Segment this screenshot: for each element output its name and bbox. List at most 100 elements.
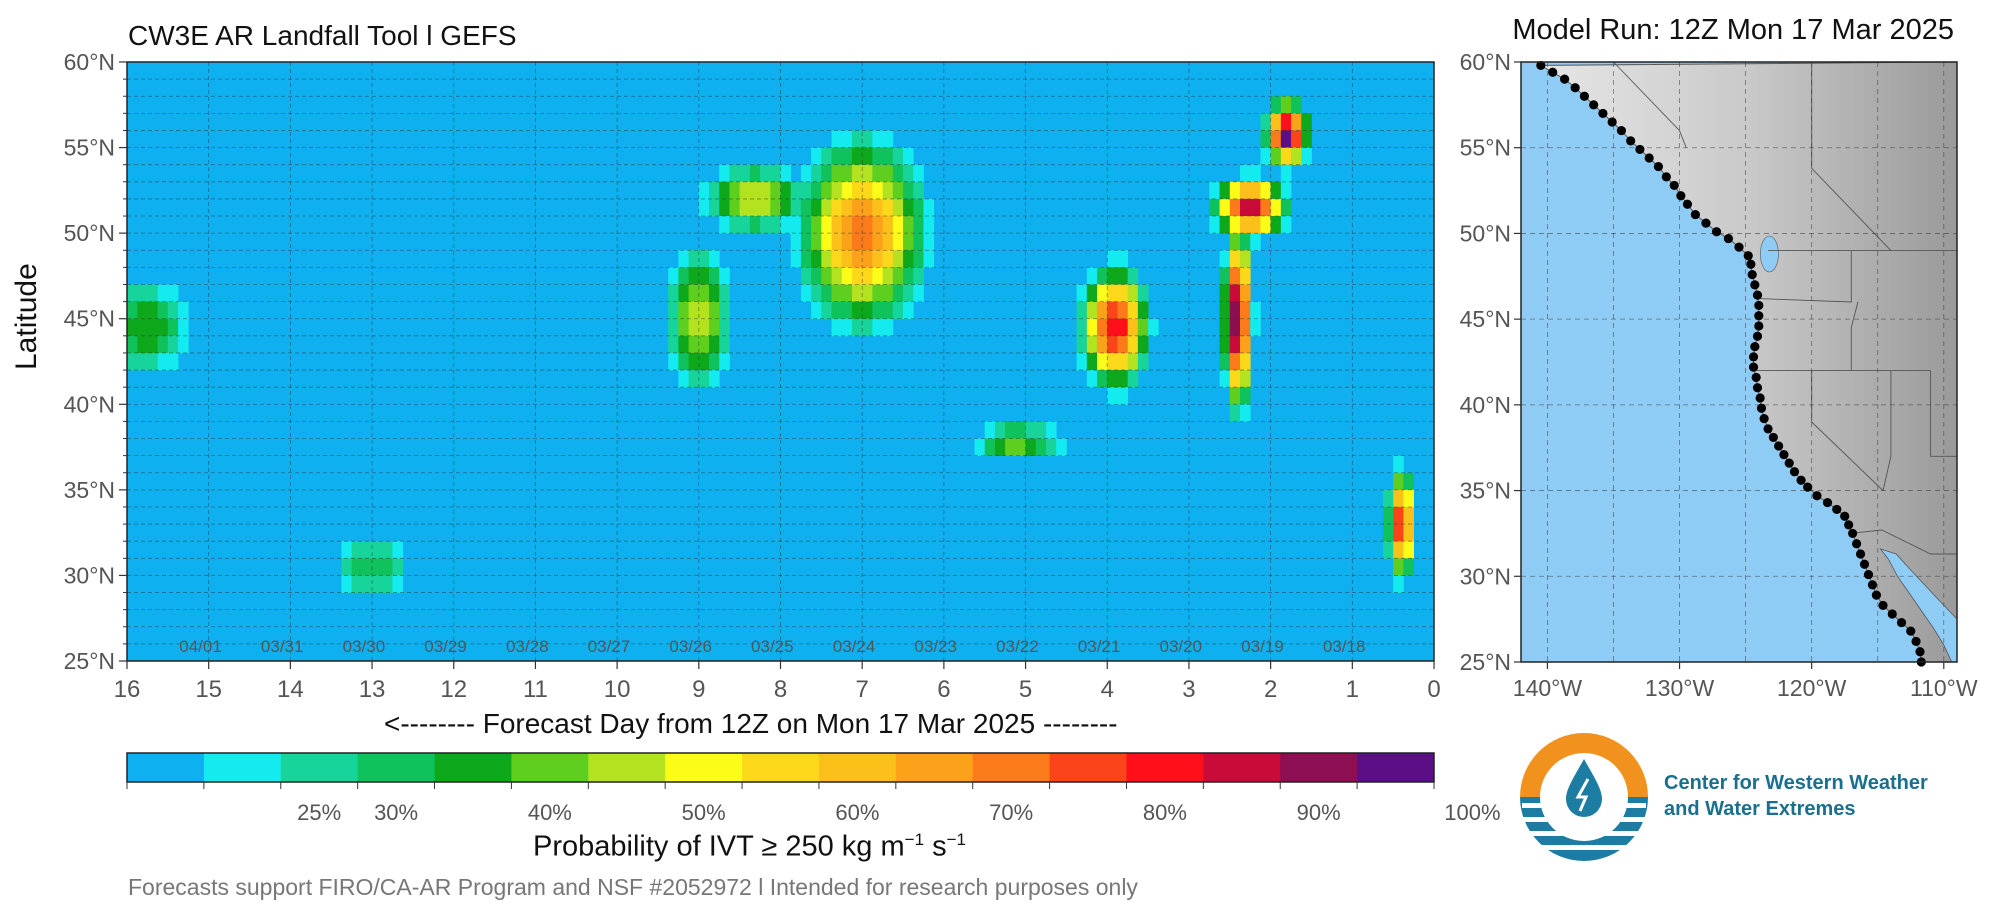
heatmap-cell bbox=[1250, 216, 1261, 234]
heatmap-cell bbox=[167, 318, 179, 337]
heatmap-cell bbox=[1229, 216, 1241, 234]
colorbar-title-exp2: −1 bbox=[946, 830, 966, 849]
heatmap-cell bbox=[1291, 147, 1302, 166]
heatmap-cell bbox=[841, 267, 853, 285]
heatmap-cell bbox=[1250, 164, 1261, 183]
heatmap-cell bbox=[1239, 198, 1251, 217]
heatmap-cell bbox=[1229, 233, 1241, 251]
heatmap-cell bbox=[668, 335, 679, 354]
heatmap-cell bbox=[892, 198, 904, 217]
colorbar-swatch bbox=[280, 753, 359, 782]
heatmap-cell bbox=[821, 233, 832, 251]
heatmap-cell bbox=[1280, 198, 1292, 217]
logo-line-1: Center for Western Weather bbox=[1664, 772, 1928, 794]
heatmap-cell bbox=[392, 575, 404, 593]
heatmap-cell bbox=[882, 147, 894, 166]
heatmap-cell bbox=[821, 164, 832, 183]
map-border-line bbox=[1758, 250, 1852, 303]
heatmap-cell bbox=[1270, 147, 1282, 166]
heatmap-cell bbox=[1107, 267, 1118, 285]
map-border-line bbox=[1882, 370, 1892, 491]
heatmap-cell bbox=[872, 216, 884, 234]
y-tick-label: 30°N bbox=[64, 562, 115, 588]
heatmap-cell bbox=[1393, 472, 1404, 491]
heatmap-cell bbox=[821, 284, 832, 302]
heatmap-cell bbox=[382, 541, 393, 559]
landfall-point bbox=[1750, 341, 1760, 352]
heatmap-cell bbox=[1229, 335, 1241, 354]
landfall-point bbox=[1635, 144, 1645, 155]
date-label: 03/29 bbox=[424, 637, 467, 656]
heatmap-cell bbox=[1301, 130, 1312, 148]
heatmap-cell bbox=[688, 318, 700, 337]
heatmap-cell bbox=[1137, 318, 1149, 337]
heatmap-cell bbox=[851, 130, 863, 148]
heatmap-cell bbox=[1107, 301, 1118, 320]
heatmap-cell bbox=[800, 233, 812, 251]
heatmap-cell bbox=[862, 267, 873, 285]
heatmap-cell bbox=[167, 301, 179, 320]
heatmap-cell bbox=[994, 438, 1006, 457]
heatmap-cell bbox=[913, 216, 924, 234]
y-tick-label: 45°N bbox=[64, 306, 115, 332]
heatmap-cell bbox=[1097, 335, 1108, 354]
heatmap-cell bbox=[800, 181, 812, 200]
heatmap-cell bbox=[851, 233, 863, 251]
heatmap-cell bbox=[1239, 370, 1251, 388]
heatmap-cell bbox=[1229, 284, 1241, 302]
heatmap-cell bbox=[892, 250, 904, 268]
heatmap-cell bbox=[749, 181, 761, 200]
heatmap-cell bbox=[851, 301, 863, 320]
heatmap-cell bbox=[668, 318, 679, 337]
heatmap-cell bbox=[1076, 352, 1088, 371]
heatmap-cell bbox=[719, 318, 730, 337]
map-lat-label: 60°N bbox=[1460, 49, 1511, 75]
heatmap-cell bbox=[882, 216, 894, 234]
heatmap-cell bbox=[800, 198, 812, 217]
heatmap-cell bbox=[790, 250, 802, 268]
heatmap-cell bbox=[178, 301, 189, 320]
heatmap-cell bbox=[688, 335, 700, 354]
heatmap-cell bbox=[1148, 318, 1159, 337]
heatmap-cell bbox=[1229, 352, 1241, 371]
heatmap-cell bbox=[831, 130, 843, 148]
heatmap-cell bbox=[1209, 198, 1220, 217]
heatmap-cell bbox=[1219, 181, 1231, 200]
heatmap-cell bbox=[862, 284, 873, 302]
heatmap-cell bbox=[1219, 284, 1231, 302]
heatmap-cell bbox=[1127, 335, 1139, 354]
heatmap-cell bbox=[1005, 421, 1016, 439]
x-tick-label: 2 bbox=[1264, 676, 1277, 703]
heatmap-cell bbox=[903, 233, 914, 251]
heatmap-cell bbox=[719, 267, 730, 285]
x-tick-label: 11 bbox=[523, 676, 548, 703]
heatmap-cell bbox=[1393, 541, 1404, 559]
heatmap-cell bbox=[780, 216, 792, 234]
heatmap-cell bbox=[127, 301, 138, 320]
heatmap-cell bbox=[709, 250, 720, 268]
landfall-point bbox=[1878, 600, 1888, 611]
heatmap-cell bbox=[749, 216, 761, 234]
heatmap-cell bbox=[851, 181, 863, 200]
heatmap-cell bbox=[882, 130, 894, 148]
heatmap-cell bbox=[811, 198, 822, 217]
heatmap-cell bbox=[1107, 387, 1118, 405]
heatmap-cell bbox=[167, 352, 179, 371]
logo-wave-line bbox=[1522, 831, 1646, 836]
heatmap-cell bbox=[841, 130, 853, 148]
heatmap-cell bbox=[698, 181, 710, 200]
heatmap-cell bbox=[1239, 335, 1251, 354]
heatmap-cell bbox=[1239, 216, 1251, 234]
heatmap-cell bbox=[892, 284, 904, 302]
heatmap-cell bbox=[392, 541, 404, 559]
colorbar-swatch bbox=[895, 753, 974, 782]
colorbar-swatch bbox=[588, 753, 666, 782]
landfall-point bbox=[1754, 321, 1764, 331]
x-tick-label: 8 bbox=[774, 676, 787, 703]
landfall-point bbox=[1774, 441, 1784, 451]
heatmap-cell bbox=[800, 250, 812, 268]
heatmap-cell bbox=[351, 541, 363, 559]
landfall-point bbox=[1915, 647, 1925, 657]
map-salish-sea bbox=[1760, 235, 1779, 273]
